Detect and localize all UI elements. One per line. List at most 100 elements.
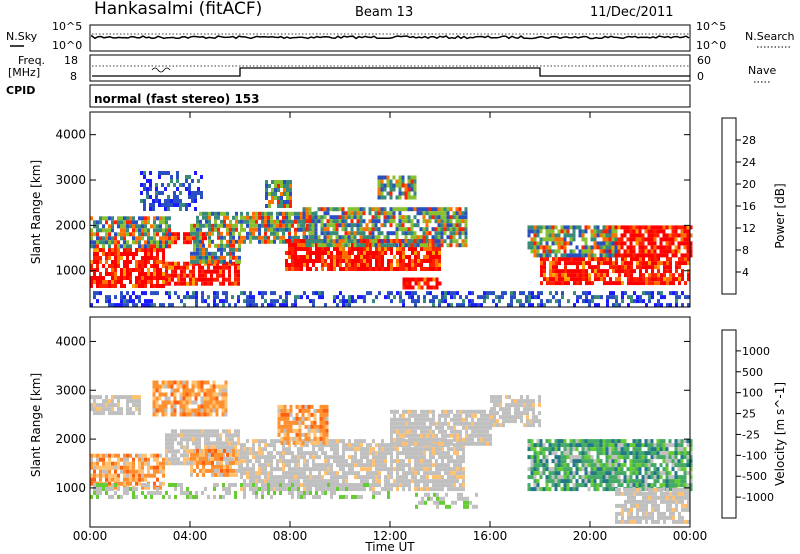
velocity-cell-5: [369, 467, 372, 472]
velocity-cell-5: [336, 479, 339, 484]
power-cell-7: [434, 227, 438, 232]
velocity-cell-5: [252, 447, 255, 452]
power-cell-15: [171, 303, 174, 308]
power-cell-5: [294, 231, 297, 236]
power-cell-0: [156, 284, 159, 288]
power-cell-7: [323, 231, 327, 236]
power-cell-1: [210, 277, 213, 282]
velocity-cell-4: [193, 468, 196, 473]
velocity-cell-7: [408, 421, 411, 426]
velocity-cell-0: [126, 457, 129, 462]
power-cell-11: [536, 225, 540, 230]
power-cell-12: [167, 207, 170, 211]
power-cell-15: [270, 299, 273, 304]
velocity-cell-3: [183, 453, 186, 458]
power-cell-6: [414, 259, 417, 263]
power-cell-7: [377, 235, 381, 240]
velocity-cell-9: [539, 439, 543, 444]
velocity-cell-2: [209, 388, 213, 393]
power-cell-4: [208, 223, 211, 228]
power-cell-9: [597, 273, 600, 278]
power-cell-5: [294, 227, 297, 232]
velocity-cell-3: [165, 445, 168, 450]
power-cell-15: [597, 303, 600, 308]
power-cell-11: [530, 249, 534, 254]
power-cell-6: [333, 267, 336, 271]
power-cell-9: [651, 277, 654, 282]
velocity-cell-5: [255, 459, 258, 464]
velocity-cell-3: [207, 437, 210, 442]
velocity-cell-5: [450, 459, 453, 464]
velocity-cell-5: [432, 471, 435, 476]
velocity-cell-1: [138, 399, 141, 404]
power-cell-15: [432, 295, 435, 300]
velocity-cell-2: [218, 404, 222, 409]
velocity-cell-0: [120, 457, 123, 462]
velocity-cell-5: [432, 447, 435, 452]
power-cell-6: [303, 263, 306, 267]
velocity-cell-0: [114, 461, 117, 466]
velocity-cell-3: [198, 441, 201, 446]
power-cell-3: [159, 240, 162, 245]
power-cell-15: [639, 295, 642, 300]
velocity-cell-6: [325, 428, 329, 433]
power-cell-9: [555, 257, 558, 262]
velocity-cell-5: [390, 471, 393, 476]
power-cell-3: [120, 232, 123, 237]
velocity-cell-5: [372, 447, 375, 452]
power-cell-15: [225, 299, 228, 304]
velocity-cell-5: [447, 447, 450, 452]
power-cell-7: [416, 219, 420, 224]
power-cell-6: [285, 259, 288, 263]
power-cell-6: [381, 247, 384, 251]
power-cell-15: [261, 295, 264, 300]
velocity-cell-0: [147, 465, 150, 470]
velocity-cell-5: [435, 443, 438, 448]
power-cell-5: [288, 215, 291, 220]
power-cell-7: [314, 215, 318, 220]
power-cell-10: [641, 225, 645, 230]
power-cell-2: [192, 236, 195, 241]
velocity-cell-2: [200, 412, 204, 417]
velocity-cell-5: [282, 447, 285, 452]
power-cell-3: [96, 236, 99, 241]
velocity-cell-2: [152, 380, 156, 385]
power-cell-15: [201, 295, 204, 300]
power-cell-5: [276, 219, 279, 224]
power-cell-7: [359, 207, 363, 212]
power-cell-3: [159, 220, 162, 225]
velocity-cell-6: [298, 436, 302, 441]
power-cell-4: [232, 255, 235, 260]
power-cell-9: [594, 265, 597, 270]
power-cell-7: [326, 239, 330, 244]
power-cell-7: [353, 223, 357, 228]
power-cell-5: [273, 227, 276, 232]
velocity-cell-5: [426, 463, 429, 468]
power-cell-15: [333, 299, 336, 304]
power-cell-9: [591, 265, 594, 270]
velocity-cell-5: [348, 443, 351, 448]
power-cell-7: [446, 211, 450, 216]
velocity-cell-8: [499, 423, 502, 428]
power-cell-7: [392, 207, 396, 212]
power-cell-12: [185, 187, 188, 191]
power-cell-9: [630, 277, 633, 282]
power-cell-11: [527, 225, 531, 230]
power-cell-6: [387, 247, 390, 251]
power-cell-0: [93, 260, 96, 264]
velocity-cell-7: [396, 421, 399, 426]
power-cell-7: [377, 211, 381, 216]
velocity-cell-0: [153, 453, 156, 458]
velocity-cell-5: [282, 471, 285, 476]
velocity-cell-5: [435, 471, 438, 476]
power-cell-7: [380, 243, 384, 248]
power-cell-4: [205, 211, 208, 216]
power-cell-7: [386, 231, 390, 236]
velocity-cell-7: [489, 433, 492, 438]
power-cell-11: [527, 245, 531, 250]
velocity-cell-5: [387, 447, 390, 452]
power-cell-7: [314, 231, 318, 236]
velocity-cell-5: [390, 459, 393, 464]
power-cell-6: [369, 251, 372, 255]
velocity-cell-5: [378, 451, 381, 456]
